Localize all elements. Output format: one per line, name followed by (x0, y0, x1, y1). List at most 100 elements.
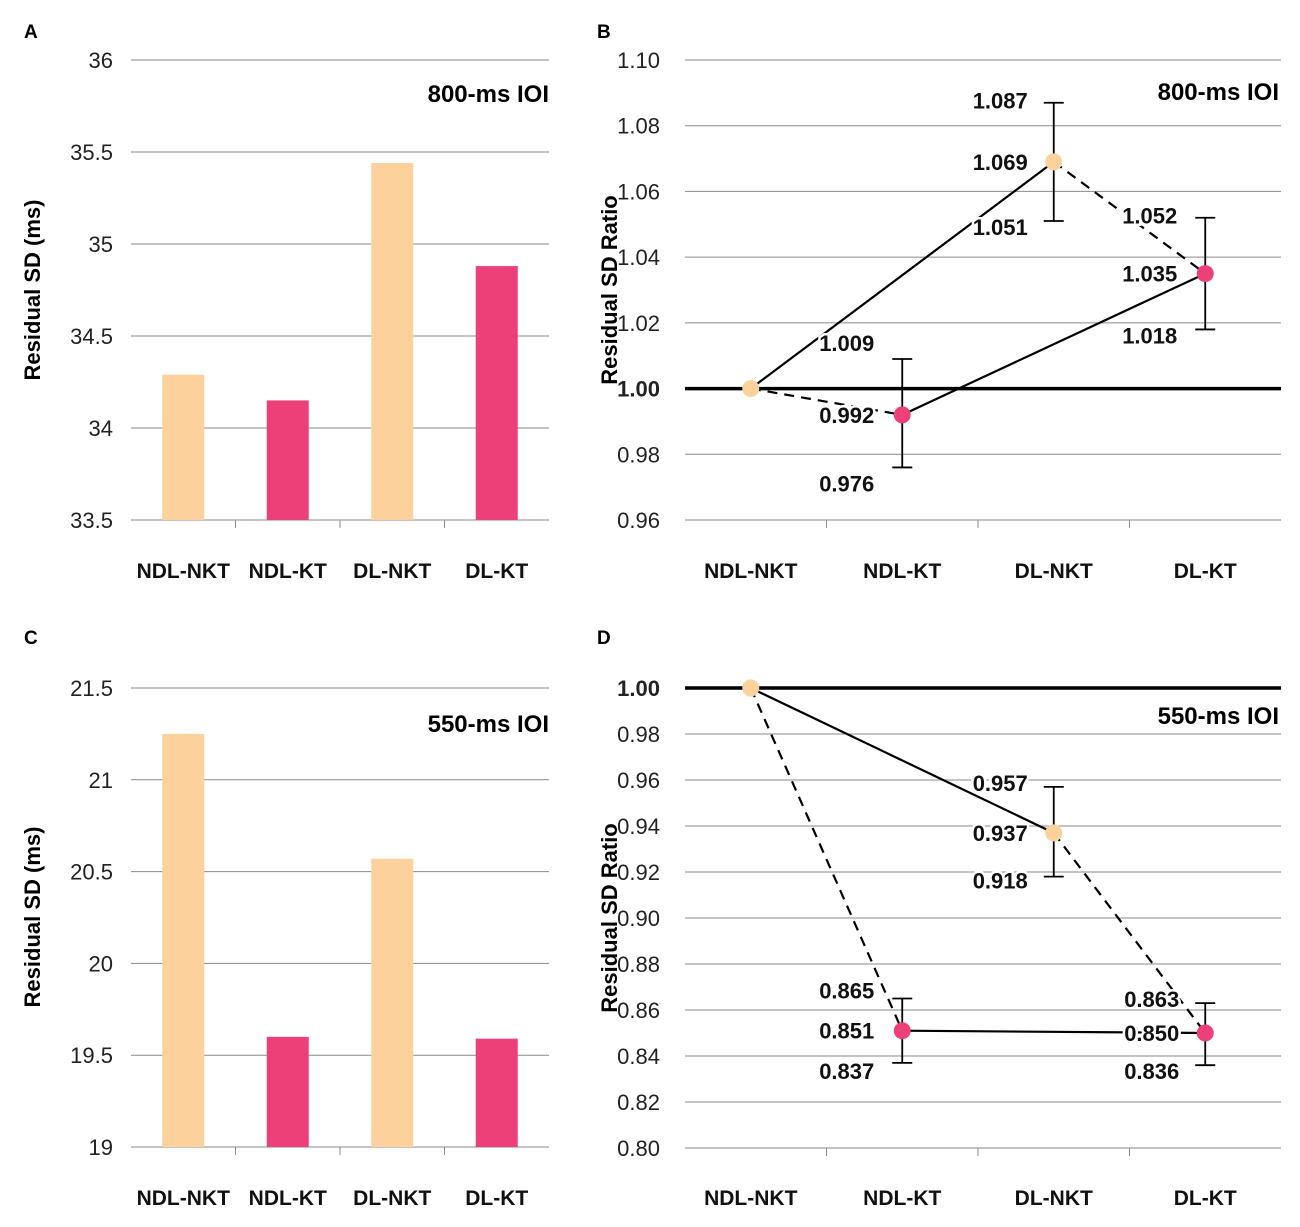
panel-b-letter: B (597, 22, 611, 43)
y-tick-label: 1.00 (617, 377, 660, 402)
value-label: 1.035 (1122, 262, 1177, 287)
panel-c-letter: C (24, 628, 38, 649)
solid-link-line (750, 160, 1055, 390)
upper-ci-label: 0.865 (819, 979, 874, 1004)
y-tick-label: 34.5 (70, 324, 113, 349)
bar (475, 1038, 518, 1147)
y-tick-label: 0.80 (617, 1136, 660, 1161)
dashed-link-line (1053, 160, 1206, 275)
y-tick-label: 20.5 (70, 860, 113, 885)
y-tick-label: 0.84 (617, 1044, 660, 1069)
panel-b-marks: 1.009 0.992 0.976 1.087 1.069 1.051 1.052 1.035… (742, 86, 1216, 499)
panel-b-annotation: 800-ms IOI (1158, 79, 1279, 106)
lower-ci-label: 1.018 (1122, 323, 1177, 348)
data-point (893, 406, 911, 424)
y-tick-label: 0.86 (617, 998, 660, 1023)
x-tick-label: DL-KT (1174, 1187, 1237, 1210)
y-tick-label: 36 (89, 48, 113, 73)
x-tick-label: NDL-KT (863, 560, 941, 583)
lower-ci-label: 0.976 (819, 471, 874, 496)
lower-ci-label: 0.836 (1124, 1059, 1179, 1084)
panel-c: C 19 19.5 20 20.5 21 21.5 NDL-NKT NDL-KT DL-NKT D… (20, 628, 549, 1210)
x-tick-label: NDL-NKT (704, 1187, 797, 1210)
y-tick-label: 0.96 (617, 768, 660, 793)
x-tick-label: DL-KT (465, 1187, 528, 1210)
panel-b-y-axis-title: Residual SD Ratio (597, 195, 622, 384)
y-tick-label: 0.94 (617, 814, 660, 839)
panel-b-ticks: 0.96 0.98 1.00 1.02 1.04 1.06 1.08 1.10 NDL-NKT N… (617, 48, 1237, 583)
solid-link-line (902, 1029, 1206, 1035)
y-tick-label: 1.08 (617, 114, 660, 139)
data-point (1196, 1024, 1214, 1042)
upper-ci-label: 1.087 (973, 89, 1028, 114)
value-label: 0.851 (819, 1019, 874, 1044)
value-label: 0.992 (819, 403, 874, 428)
bar (475, 266, 518, 520)
bar (162, 374, 205, 520)
y-tick-label: 20 (89, 951, 113, 976)
panel-d: D 0.8650.8510.8370.9570.9370.9180.8630.8… (597, 628, 1281, 1210)
x-tick-label: NDL-KT (863, 1187, 941, 1210)
y-tick-label: 19.5 (70, 1043, 113, 1068)
bar (371, 163, 414, 521)
y-tick-label: 1.06 (617, 179, 660, 204)
y-tick-label: 21 (89, 768, 113, 793)
panel-d-letter: D (597, 628, 611, 649)
y-tick-label: 0.90 (617, 906, 660, 931)
y-tick-label: 0.98 (617, 442, 660, 467)
x-tick-label: DL-NKT (353, 560, 431, 583)
panel-c-ticks: 19 19.5 20 20.5 21 21.5 NDL-NKT NDL-KT DL-NKT DL-… (70, 676, 528, 1210)
y-tick-label: 21.5 (70, 676, 113, 701)
dashed-link-line (1052, 832, 1207, 1034)
upper-ci-label: 0.957 (973, 771, 1028, 796)
y-tick-label: 19 (89, 1135, 113, 1160)
panel-a-letter: A (24, 22, 38, 43)
y-tick-label: 1.04 (617, 245, 660, 270)
x-tick-label: NDL-KT (249, 1187, 327, 1210)
y-tick-label: 0.82 (617, 1090, 660, 1115)
lower-ci-label: 0.918 (973, 869, 1028, 894)
y-tick-label: 35 (89, 232, 113, 257)
x-tick-label: DL-NKT (1015, 560, 1093, 583)
value-label: 0.850 (1124, 1021, 1179, 1046)
data-point (742, 380, 760, 398)
panel-c-annotation: 550-ms IOI (428, 711, 549, 738)
panel-b-grid (685, 59, 1281, 521)
y-tick-label: 35.5 (70, 140, 113, 165)
x-tick-label: DL-NKT (1015, 1187, 1093, 1210)
panel-a: A 33.5 34 34.5 35 35.5 36 NDL-NKT NDL-KT DL-NKT D… (20, 22, 549, 583)
bar (266, 400, 309, 520)
panel-a-y-axis-title: Residual SD (ms) (20, 200, 45, 381)
panel-a-annotation: 800-ms IOI (428, 81, 549, 108)
value-label: 0.937 (973, 821, 1028, 846)
y-tick-label: 0.88 (617, 952, 660, 977)
upper-ci-label: 1.052 (1122, 204, 1177, 229)
x-tick-label: NDL-NKT (137, 1187, 230, 1210)
panel-d-y-axis-title: Residual SD Ratio (597, 823, 622, 1012)
value-label: 1.069 (973, 150, 1028, 175)
upper-ci-label: 0.863 (1124, 987, 1179, 1012)
y-tick-label: 1.02 (617, 311, 660, 336)
y-tick-label: 1.10 (617, 48, 660, 73)
panel-c-marks (162, 733, 518, 1147)
data-point (1196, 265, 1214, 283)
panel-d-marks: 0.865 0.851 0.837 0.957 0.937 0.918 0.863 0.850… (742, 679, 1216, 1087)
x-tick-label: NDL-KT (249, 560, 327, 583)
x-tick-label: DL-KT (465, 560, 528, 583)
data-point (1045, 153, 1063, 171)
x-tick-label: DL-KT (1174, 560, 1237, 583)
dashed-link-line (749, 687, 904, 1032)
data-point (893, 1022, 911, 1040)
y-tick-label: 1.00 (617, 676, 660, 701)
lower-ci-label: 1.051 (973, 215, 1028, 240)
upper-ci-label: 1.009 (819, 331, 874, 356)
x-tick-label: NDL-NKT (704, 560, 797, 583)
panel-d-ticks: 0.80 0.82 0.84 0.86 0.88 0.90 0.92 0.94 0.96 0.98… (617, 676, 1237, 1210)
y-tick-label: 0.92 (617, 860, 660, 885)
panel-d-annotation: 550-ms IOI (1158, 703, 1279, 730)
dashed-link-line (750, 387, 903, 416)
bar (266, 1036, 309, 1147)
data-point (1045, 824, 1063, 842)
bar (162, 733, 205, 1147)
